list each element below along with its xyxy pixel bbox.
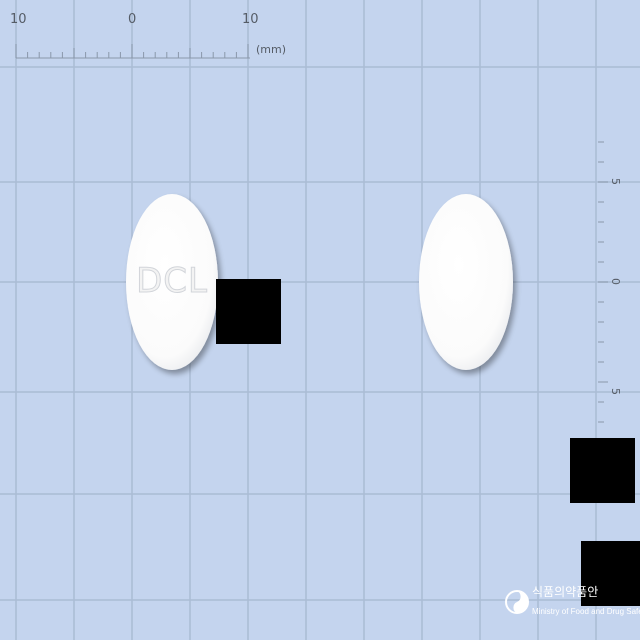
redaction-block xyxy=(216,279,281,344)
side-ruler-label-top-5: 5 xyxy=(609,178,622,185)
redaction-block xyxy=(570,438,635,503)
side-ruler-label-bottom-5: 5 xyxy=(609,388,622,395)
redaction-block xyxy=(581,541,640,606)
ruler-unit-label: (mm) xyxy=(256,43,287,56)
ruler-label-right-10: 10 xyxy=(242,12,259,27)
watermark-korean-text: 식품의약품안 xyxy=(532,585,599,599)
watermark-english-text: Ministry of Food and Drug Safety xyxy=(532,607,640,616)
mfds-logo-icon xyxy=(505,590,529,614)
tablet-back xyxy=(419,194,513,370)
ruler-label-left-10: 10 xyxy=(10,12,27,27)
side-ruler-label-zero: 0 xyxy=(609,278,622,285)
ruler-label-zero: 0 xyxy=(128,12,137,27)
tablet-front: DCL xyxy=(126,194,218,370)
tablet-imprint: DCL xyxy=(136,261,208,301)
